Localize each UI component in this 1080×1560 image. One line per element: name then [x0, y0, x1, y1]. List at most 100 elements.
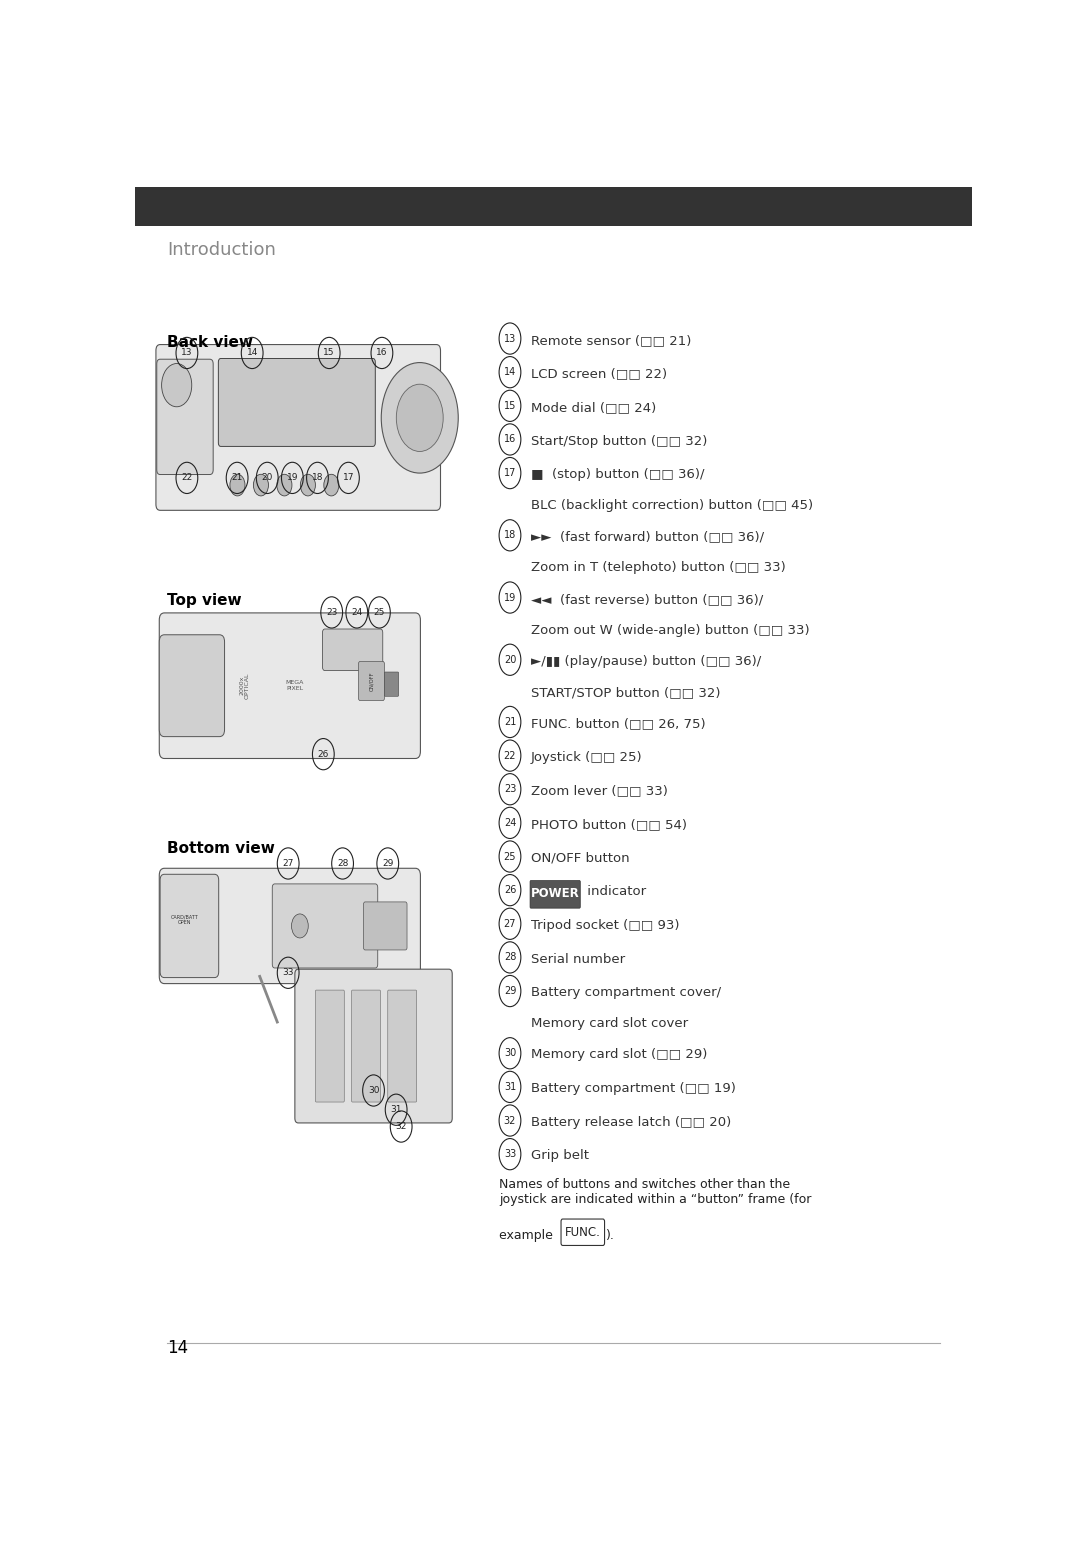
Text: 16: 16 [504, 434, 516, 445]
FancyBboxPatch shape [272, 885, 378, 967]
FancyBboxPatch shape [364, 902, 407, 950]
Text: LCD screen (□□ 22): LCD screen (□□ 22) [531, 368, 667, 381]
Text: Start/Stop button (□□ 32): Start/Stop button (□□ 32) [531, 435, 707, 448]
Text: ◄◄  (fast reverse) button (□□ 36)/: ◄◄ (fast reverse) button (□□ 36)/ [531, 593, 764, 605]
Text: 29: 29 [382, 860, 393, 867]
Circle shape [254, 474, 269, 496]
FancyBboxPatch shape [218, 359, 376, 446]
FancyBboxPatch shape [159, 635, 225, 736]
Circle shape [276, 474, 292, 496]
FancyBboxPatch shape [295, 969, 453, 1123]
Text: 14: 14 [504, 367, 516, 378]
Circle shape [300, 474, 315, 496]
Text: 24: 24 [503, 817, 516, 828]
Text: 31: 31 [504, 1083, 516, 1092]
Circle shape [381, 362, 458, 473]
Text: Battery release latch (□□ 20): Battery release latch (□□ 20) [531, 1115, 731, 1129]
FancyBboxPatch shape [156, 345, 441, 510]
Text: 24: 24 [351, 608, 363, 616]
Text: Bottom view: Bottom view [166, 841, 274, 855]
Text: 33: 33 [283, 969, 294, 977]
Text: BLC (backlight correction) button (□□ 45): BLC (backlight correction) button (□□ 45… [531, 499, 813, 512]
Text: indicator: indicator [583, 886, 646, 899]
Text: 33: 33 [504, 1150, 516, 1159]
Text: 23: 23 [326, 608, 337, 616]
Text: Zoom in T (telephoto) button (□□ 33): Zoom in T (telephoto) button (□□ 33) [531, 562, 785, 574]
Text: Zoom lever (□□ 33): Zoom lever (□□ 33) [531, 785, 667, 797]
Circle shape [292, 914, 308, 938]
Text: 19: 19 [286, 473, 298, 482]
Text: 31: 31 [390, 1104, 402, 1114]
Text: 19: 19 [504, 593, 516, 602]
Text: 28: 28 [503, 953, 516, 963]
Text: 25: 25 [374, 608, 386, 616]
Text: Top view: Top view [166, 593, 242, 608]
Text: 22: 22 [181, 473, 192, 482]
Text: START/STOP button (□□ 32): START/STOP button (□□ 32) [531, 686, 720, 699]
Text: 27: 27 [283, 860, 294, 867]
FancyBboxPatch shape [359, 661, 384, 700]
Text: POWER: POWER [530, 888, 580, 900]
FancyBboxPatch shape [315, 991, 345, 1101]
Text: 15: 15 [323, 348, 335, 357]
FancyBboxPatch shape [159, 869, 420, 984]
Text: 26: 26 [503, 885, 516, 895]
Text: 21: 21 [231, 473, 243, 482]
Text: 29: 29 [503, 986, 516, 995]
Text: 32: 32 [395, 1122, 407, 1131]
Circle shape [324, 474, 339, 496]
Circle shape [162, 363, 192, 407]
Text: Introduction: Introduction [166, 242, 275, 259]
FancyBboxPatch shape [352, 991, 380, 1101]
Text: 15: 15 [503, 401, 516, 410]
Text: FUNC.: FUNC. [565, 1226, 600, 1239]
Circle shape [396, 384, 443, 451]
Text: 30: 30 [368, 1086, 379, 1095]
FancyBboxPatch shape [384, 672, 399, 696]
Text: Zoom out W (wide-angle) button (□□ 33): Zoom out W (wide-angle) button (□□ 33) [531, 624, 810, 636]
FancyBboxPatch shape [561, 1218, 605, 1245]
Text: 13: 13 [181, 348, 192, 357]
Text: 2000x
OPTICAL: 2000x OPTICAL [240, 672, 251, 699]
Text: Battery compartment (□□ 19): Battery compartment (□□ 19) [531, 1083, 735, 1095]
Text: 17: 17 [503, 468, 516, 477]
Text: 26: 26 [318, 750, 329, 758]
Text: 30: 30 [504, 1048, 516, 1058]
Text: Battery compartment cover/: Battery compartment cover/ [531, 986, 721, 1000]
Text: 14: 14 [166, 1338, 188, 1357]
FancyBboxPatch shape [160, 874, 218, 978]
Text: 18: 18 [312, 473, 323, 482]
Text: Joystick (□□ 25): Joystick (□□ 25) [531, 750, 643, 764]
Text: Tripod socket (□□ 93): Tripod socket (□□ 93) [531, 919, 679, 931]
Text: ON/OFF: ON/OFF [369, 671, 374, 691]
Text: ).: ). [606, 1229, 616, 1242]
Text: 22: 22 [503, 750, 516, 761]
Text: ■  (stop) button (□□ 36)/: ■ (stop) button (□□ 36)/ [531, 468, 704, 482]
Circle shape [230, 474, 245, 496]
FancyBboxPatch shape [159, 613, 420, 758]
Text: 17: 17 [342, 473, 354, 482]
Text: MEGA
PIXEL: MEGA PIXEL [286, 680, 305, 691]
Text: ON/OFF button: ON/OFF button [531, 852, 630, 864]
FancyBboxPatch shape [157, 359, 213, 474]
Text: Remote sensor (□□ 21): Remote sensor (□□ 21) [531, 334, 691, 346]
Text: 21: 21 [503, 718, 516, 727]
Text: Memory card slot (□□ 29): Memory card slot (□□ 29) [531, 1048, 707, 1061]
Text: Names of buttons and switches other than the
joystick are indicated within a “bu: Names of buttons and switches other than… [499, 1178, 811, 1206]
Text: ►/▮▮ (play/pause) button (□□ 36)/: ►/▮▮ (play/pause) button (□□ 36)/ [531, 655, 761, 668]
Text: 23: 23 [503, 785, 516, 794]
Text: example: example [499, 1229, 557, 1242]
Text: Serial number: Serial number [531, 953, 625, 966]
Text: 20: 20 [503, 655, 516, 665]
Text: 27: 27 [503, 919, 516, 928]
Text: PHOTO button (□□ 54): PHOTO button (□□ 54) [531, 817, 687, 831]
FancyBboxPatch shape [135, 187, 972, 226]
FancyBboxPatch shape [323, 629, 382, 671]
Text: 20: 20 [261, 473, 273, 482]
Text: Memory card slot cover: Memory card slot cover [531, 1017, 688, 1030]
Text: ►►  (fast forward) button (□□ 36)/: ►► (fast forward) button (□□ 36)/ [531, 530, 764, 543]
Text: 13: 13 [504, 334, 516, 343]
Text: FUNC. button (□□ 26, 75): FUNC. button (□□ 26, 75) [531, 718, 705, 730]
Text: 16: 16 [376, 348, 388, 357]
Text: 14: 14 [246, 348, 258, 357]
